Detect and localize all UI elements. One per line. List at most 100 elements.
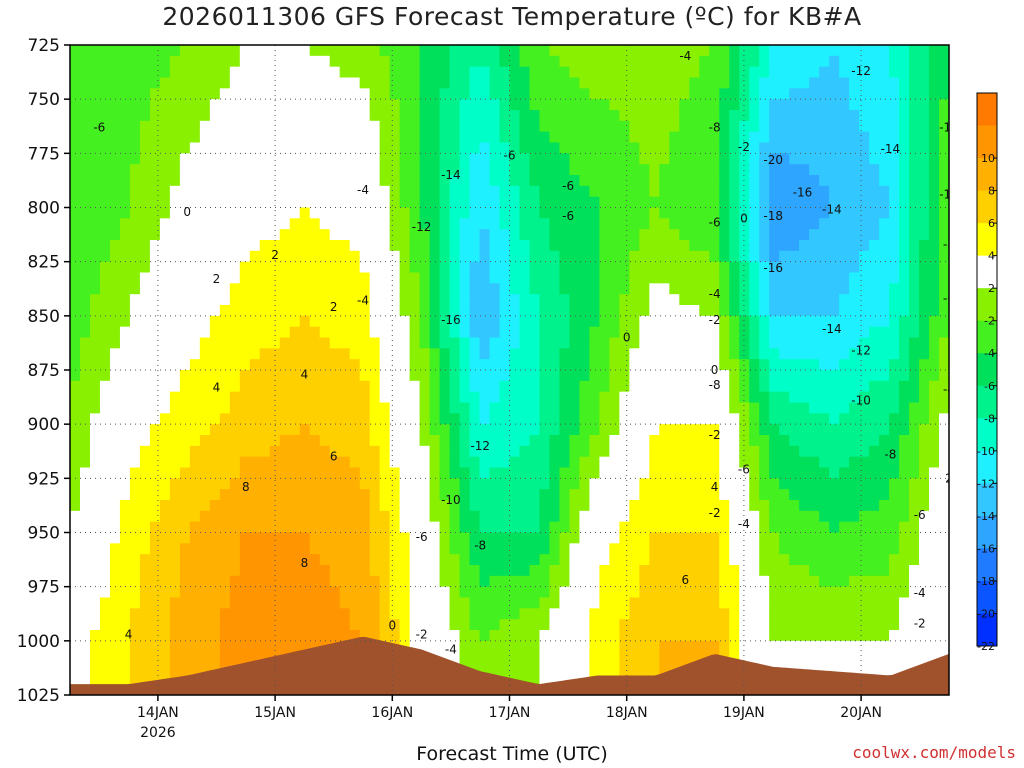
temperature-cell: [389, 55, 401, 68]
temperature-cell: [719, 586, 730, 599]
temperature-cell: [769, 240, 780, 252]
temperature-cell: [639, 402, 650, 414]
temperature-cell: [159, 554, 171, 566]
temperature-cell: [749, 337, 760, 349]
temperature-cell: [749, 565, 760, 577]
temperature-cell: [719, 380, 730, 393]
temperature-cell: [419, 532, 431, 544]
temperature-cell: [869, 445, 880, 458]
temperature-cell: [689, 185, 700, 198]
temperature-cell: [559, 164, 571, 176]
temperature-cell: [99, 272, 111, 284]
temperature-cell: [699, 240, 710, 252]
temperature-cell: [299, 305, 311, 317]
temperature-cell: [769, 55, 780, 68]
temperature-cell: [279, 337, 291, 349]
temperature-cell: [419, 435, 431, 447]
temperature-cell: [589, 543, 600, 555]
temperature-cell: [259, 88, 271, 100]
temperature-cell: [449, 435, 461, 447]
temperature-cell: [839, 640, 850, 653]
temperature-cell: [299, 521, 311, 534]
temperature-cell: [179, 630, 191, 642]
temperature-cell: [789, 131, 800, 144]
temperature-cell: [449, 521, 461, 534]
temperature-cell: [149, 532, 161, 544]
temperature-cell: [549, 326, 561, 339]
temperature-cell: [419, 131, 431, 144]
temperature-cell: [759, 207, 770, 219]
temperature-cell: [439, 445, 451, 458]
temperature-cell: [469, 218, 481, 230]
temperature-cell: [559, 250, 571, 263]
temperature-cell: [609, 456, 620, 469]
temperature-cell: [649, 272, 660, 284]
temperature-cell: [459, 630, 471, 642]
temperature-cell: [189, 575, 201, 588]
temperature-cell: [539, 543, 551, 555]
temperature-cell: [889, 196, 900, 209]
temperature-cell: [509, 391, 521, 404]
temperature-cell: [279, 283, 291, 295]
temperature-cell: [329, 272, 341, 284]
temperature-cell: [739, 370, 750, 382]
temperature-cell: [269, 575, 281, 588]
temperature-cell: [229, 543, 241, 555]
temperature-cell: [449, 77, 461, 89]
temperature-cell: [439, 391, 451, 404]
temperature-cell: [789, 532, 800, 544]
temperature-cell: [459, 640, 471, 653]
temperature-cell: [499, 380, 511, 393]
temperature-cell: [529, 250, 541, 263]
temperature-cell: [639, 565, 650, 577]
temperature-cell: [189, 478, 201, 490]
temperature-cell: [609, 337, 620, 349]
temperature-cell: [499, 283, 511, 295]
temperature-cell: [799, 467, 810, 479]
temperature-cell: [219, 456, 231, 469]
temperature-cell: [869, 66, 880, 79]
temperature-cell: [379, 565, 391, 577]
temperature-cell: [799, 478, 810, 490]
temperature-cell: [579, 413, 591, 425]
temperature-cell: [219, 45, 231, 57]
temperature-cell: [269, 586, 281, 599]
temperature-cell: [789, 326, 800, 339]
temperature-cell: [559, 554, 571, 566]
temperature-cell: [729, 164, 740, 176]
temperature-cell: [369, 554, 381, 566]
temperature-cell: [889, 565, 900, 577]
temperature-cell: [899, 142, 910, 154]
temperature-cell: [239, 413, 251, 425]
temperature-cell: [499, 337, 511, 349]
temperature-cell: [599, 326, 610, 339]
temperature-cell: [869, 500, 880, 512]
temperature-cell: [79, 153, 91, 165]
temperature-cell: [639, 45, 650, 57]
temperature-cell: [379, 413, 391, 425]
temperature-cell: [409, 142, 421, 154]
temperature-cell: [839, 456, 850, 469]
temperature-cell: [759, 120, 770, 133]
temperature-cell: [259, 359, 271, 371]
temperature-cell: [509, 402, 521, 414]
temperature-cell: [479, 651, 491, 664]
temperature-cell: [839, 55, 850, 68]
temperature-cell: [749, 55, 760, 68]
temperature-cell: [189, 370, 201, 382]
temperature-cell: [189, 337, 201, 349]
temperature-cell: [579, 218, 591, 230]
temperature-cell: [779, 99, 790, 111]
temperature-cell: [289, 608, 301, 620]
temperature-cell: [70, 424, 81, 436]
temperature-cell: [469, 88, 481, 100]
temperature-cell: [79, 500, 91, 512]
temperature-cell: [389, 521, 401, 534]
temperature-cell: [139, 478, 151, 490]
temperature-cell: [329, 467, 341, 479]
temperature-cell: [899, 185, 910, 198]
temperature-cell: [419, 229, 431, 241]
temperature-cell: [359, 467, 371, 479]
temperature-cell: [289, 261, 301, 274]
temperature-cell: [719, 120, 730, 133]
